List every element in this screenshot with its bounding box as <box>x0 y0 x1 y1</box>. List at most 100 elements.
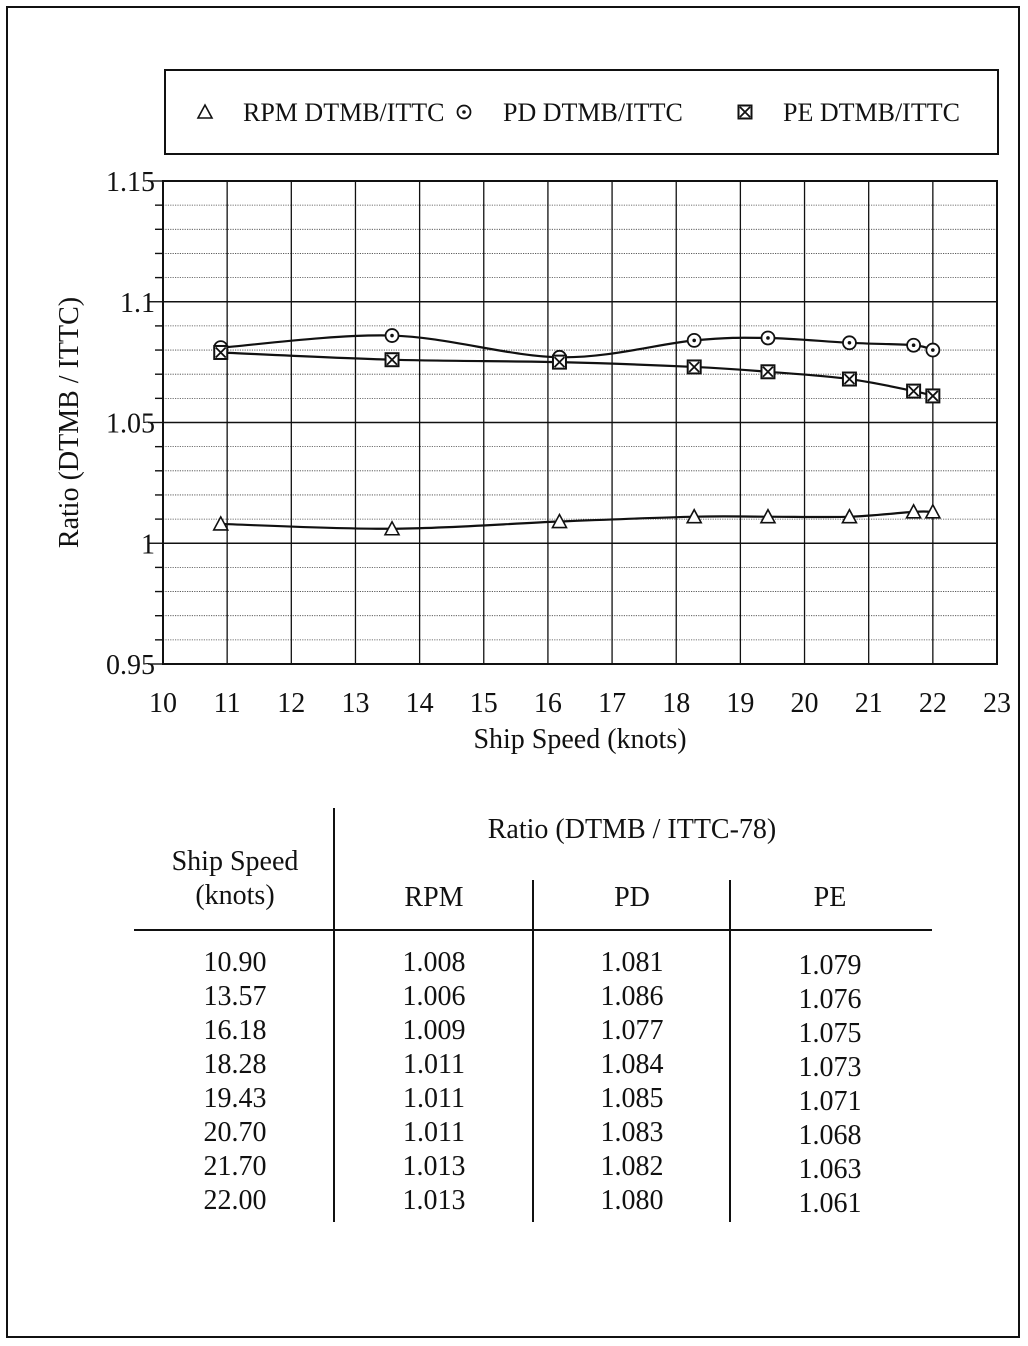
table-cell-ratio: 1.063 <box>798 1154 862 1185</box>
data-point-crossed-square <box>760 364 776 380</box>
table-cell-speed: 20.70 <box>203 1117 267 1148</box>
chart: 0.95 1 1.05 1.1 1.15 10 11 12 13 14 15 16 17 18 19 20 21… <box>54 69 1011 755</box>
circle-marker-dot <box>390 333 394 338</box>
table-cell-ratio: 1.068 <box>798 1120 862 1151</box>
data-point-dotted-circle <box>906 337 921 353</box>
x-tick-label: 17 <box>598 688 626 719</box>
legend-marker <box>456 104 472 120</box>
square-marker-cross <box>927 390 939 402</box>
table-cell-speed: 21.70 <box>203 1151 267 1182</box>
table-divider <box>729 880 731 1222</box>
triangle-marker-shape <box>383 520 401 536</box>
data-point-crossed-square <box>213 344 229 360</box>
table-cell-ratio: 1.008 <box>402 947 466 978</box>
data-point-crossed-square <box>906 383 922 399</box>
table-cell-speed: 13.57 <box>203 981 267 1012</box>
data-point-triangle <box>841 507 858 524</box>
table-cell-ratio: 1.061 <box>798 1188 862 1219</box>
table-cell-speed: 19.43 <box>203 1083 267 1114</box>
table-cell-ratio: 1.006 <box>402 981 466 1012</box>
y-tick-label: 1 <box>141 529 155 560</box>
table-divider <box>333 808 335 1222</box>
circle-marker-dot <box>692 338 696 343</box>
table-cell-ratio: 1.085 <box>600 1083 664 1114</box>
table-cell-speed: 16.18 <box>203 1015 267 1046</box>
legend-box <box>164 69 999 155</box>
y-tick-label: 0.95 <box>106 650 155 681</box>
table-cell-ratio: 1.011 <box>403 1117 465 1148</box>
table-cell-ratio: 1.073 <box>798 1052 862 1083</box>
data-point-dotted-circle <box>842 335 857 351</box>
triangle-marker-shape <box>905 503 922 519</box>
data-point-dotted-circle <box>925 342 941 358</box>
table-cell-ratio: 1.009 <box>402 1015 466 1046</box>
square-marker-cross <box>215 346 227 359</box>
y-tick-label: 1.15 <box>106 167 155 198</box>
square-marker-cross <box>739 106 751 118</box>
ratio-group-header: Ratio (DTMB / ITTC-78) <box>487 814 777 845</box>
x-tick-label: 14 <box>406 688 434 719</box>
square-marker-cross <box>907 385 920 397</box>
table-cell-ratio: 1.084 <box>600 1049 664 1080</box>
col-header-pd: PD <box>614 882 650 913</box>
legend-label: PE DTMB/ITTC <box>783 98 960 127</box>
data-point-triangle <box>551 512 568 529</box>
table-cell-speed: 18.28 <box>203 1049 267 1080</box>
data-point-crossed-square <box>551 354 567 370</box>
triangle-marker-shape <box>759 507 777 524</box>
x-tick-label: 16 <box>534 688 562 719</box>
table-cell-speed: 22.00 <box>203 1185 267 1216</box>
triangle-marker-shape <box>551 512 568 529</box>
speed-header-line2: (knots) <box>195 880 275 911</box>
data-point-crossed-square <box>841 371 857 387</box>
table-cell-ratio: 1.013 <box>402 1185 466 1216</box>
x-tick-label: 10 <box>149 688 177 719</box>
data-point-triangle <box>383 520 401 536</box>
x-tick-label: 13 <box>341 688 369 719</box>
circle-marker-dot <box>931 348 935 352</box>
data-point-triangle <box>685 507 703 524</box>
table-cell-ratio: 1.080 <box>600 1185 664 1216</box>
data-point-triangle <box>759 507 777 524</box>
table-cell-ratio: 1.075 <box>798 1018 862 1049</box>
table-cell-ratio: 1.083 <box>600 1117 664 1148</box>
data-point-crossed-square <box>384 352 400 368</box>
table-divider <box>532 880 534 1222</box>
triangle-marker-shape <box>196 103 214 119</box>
table-cell-ratio: 1.086 <box>600 981 664 1012</box>
table-cell-ratio: 1.013 <box>402 1151 466 1182</box>
data-point-triangle <box>905 503 922 519</box>
x-tick-label: 21 <box>855 688 883 719</box>
triangle-marker-shape <box>212 515 230 531</box>
triangle-marker-shape <box>924 503 942 519</box>
x-tick-label: 15 <box>470 688 498 719</box>
square-marker-cross <box>386 354 398 366</box>
data-point-dotted-circle <box>384 328 400 343</box>
x-tick-label: 12 <box>277 688 305 719</box>
data-point-dotted-circle <box>760 330 776 346</box>
data-point-dotted-circle <box>686 332 702 348</box>
y-tick-label: 1.1 <box>120 288 155 319</box>
circle-marker-dot <box>462 110 466 114</box>
circle-marker-dot <box>911 343 916 348</box>
data-point-crossed-square <box>925 388 941 404</box>
triangle-marker-shape <box>685 507 703 524</box>
y-axis-label: Ratio (DTMB / ITTC) <box>54 297 85 548</box>
square-marker-cross <box>553 356 566 368</box>
table-cell-ratio: 1.077 <box>600 1015 664 1046</box>
table-cell-ratio: 1.081 <box>600 947 664 978</box>
table-cell-ratio: 1.079 <box>798 950 862 981</box>
circle-marker-dot <box>847 341 852 345</box>
data-point-triangle <box>924 503 942 519</box>
square-marker-cross <box>843 373 856 385</box>
circle-marker-dot <box>766 336 770 340</box>
data-point-crossed-square <box>686 359 702 375</box>
y-tick-label: 1.05 <box>106 409 155 440</box>
legend-marker <box>196 103 214 119</box>
x-tick-label: 18 <box>662 688 690 719</box>
table-cell-ratio: 1.011 <box>403 1083 465 1114</box>
x-axis-label: Ship Speed (knots) <box>473 724 686 755</box>
table-cell-ratio: 1.071 <box>798 1086 862 1117</box>
legend-marker <box>737 104 753 120</box>
table-cell-ratio: 1.011 <box>403 1049 465 1080</box>
